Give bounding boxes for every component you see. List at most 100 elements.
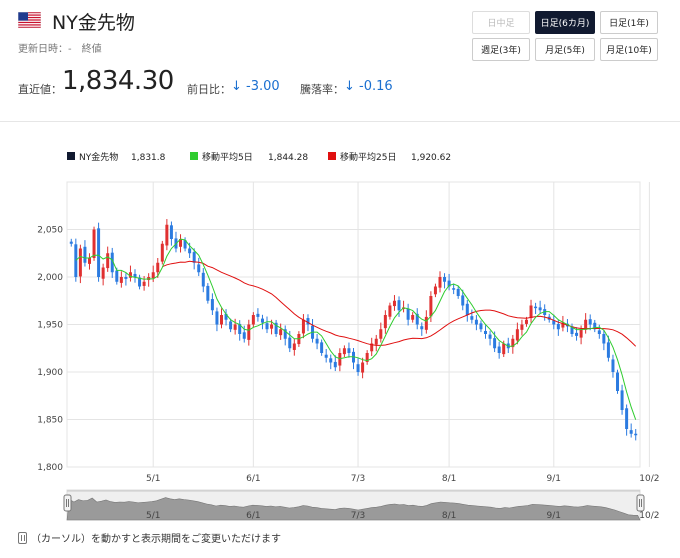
price-chart[interactable]: NY金先物 1,831.8 移動平均5日 1,844.28 移動平均25日 1,920.6…: [0, 122, 680, 526]
candle-body: [119, 277, 123, 283]
candle-body: [320, 342, 324, 353]
change-value: ↓ -3.00: [231, 79, 280, 94]
candle-body: [488, 334, 492, 339]
x-tick-label: 9/1: [547, 474, 561, 484]
candle-body: [470, 316, 474, 320]
navigator-label: 5/1: [146, 511, 160, 521]
candle-body: [110, 252, 114, 273]
candle-body: [206, 285, 210, 301]
candle-body: [370, 343, 374, 352]
candle-body: [283, 329, 287, 339]
ma25-line: [162, 260, 637, 347]
candle-body: [265, 323, 269, 330]
candle-body: [251, 315, 255, 325]
candle-body: [315, 338, 319, 344]
period-button-weekly-3y[interactable]: 週足(3年): [472, 38, 530, 61]
candle-body: [497, 346, 501, 353]
period-button-daily-6m[interactable]: 日足(6カ月): [535, 11, 595, 34]
candle-body: [215, 311, 219, 325]
candle-body: [201, 272, 205, 287]
candle-body: [552, 320, 556, 325]
candle-body: [270, 324, 274, 329]
candle-body: [279, 329, 283, 336]
candle-body: [493, 338, 497, 349]
candle-body: [219, 315, 223, 325]
candle-body: [629, 430, 633, 434]
navigator-right-handle[interactable]: [636, 494, 645, 512]
candle-body: [356, 364, 360, 372]
candle-body: [406, 308, 410, 320]
candle-body: [484, 330, 488, 334]
navigator-area: [66, 497, 641, 521]
candle-body: [333, 361, 337, 368]
candle-body: [579, 329, 583, 338]
candle-body: [461, 295, 465, 306]
legend-swatch: [328, 152, 336, 160]
candle-body: [210, 299, 214, 311]
navigator-label: 9/1: [547, 511, 561, 521]
candle-body: [151, 272, 155, 279]
candle-body: [538, 307, 542, 311]
candle-body: [138, 277, 142, 287]
legend-name: NY金先物: [79, 151, 118, 163]
candle-body: [620, 390, 624, 410]
candle-body: [411, 315, 415, 320]
candle-body: [479, 323, 483, 330]
candle-body: [306, 318, 310, 325]
x-tick-label: 10/2: [639, 474, 659, 484]
candle-body: [511, 338, 515, 348]
candle-body: [156, 262, 160, 273]
legend-swatch: [67, 152, 75, 160]
navigator-left-handle[interactable]: [63, 494, 72, 512]
candle-body: [324, 354, 328, 358]
candle-body: [588, 319, 592, 325]
price-label: 直近値：: [18, 83, 62, 96]
y-tick-label: 1,900: [37, 368, 63, 378]
period-button-monthly-10y[interactable]: 月足(10年): [600, 38, 658, 61]
period-button-daily-1y[interactable]: 日足(1年): [600, 11, 658, 34]
y-tick-label: 2,050: [37, 226, 63, 236]
chart-grid: [66, 181, 650, 468]
candle-body: [556, 323, 560, 330]
candle-body: [292, 343, 296, 350]
candle-body: [584, 319, 588, 330]
range-navigator[interactable]: 5/1 6/1 7/3 8/1 9/1 10/2: [63, 489, 659, 521]
candle-body: [597, 330, 601, 334]
candle-body: [388, 305, 392, 317]
candle-body: [229, 321, 233, 330]
period-button-intraday[interactable]: 日中足: [472, 11, 530, 34]
navigator-label: 6/1: [246, 511, 260, 521]
candle-body: [593, 322, 597, 330]
candle-body: [534, 306, 538, 309]
candle-body: [456, 288, 460, 296]
period-button-monthly-5y[interactable]: 月足(5年): [535, 38, 595, 61]
candle-body: [415, 313, 419, 325]
candle-body: [124, 277, 128, 279]
legend-swatch: [190, 152, 198, 160]
candle-body: [474, 319, 478, 325]
candle-body: [347, 348, 351, 353]
candlestick-series: [69, 219, 638, 441]
candle-body: [87, 258, 91, 264]
legend-name: 移動平均5日: [202, 151, 253, 163]
candle-body: [188, 248, 192, 254]
candle-body: [447, 280, 451, 287]
x-tick-label: 7/3: [351, 474, 365, 484]
candle-body: [420, 326, 424, 330]
candle-body: [515, 329, 519, 341]
chart-area: NY金先物 1,831.8 移動平均5日 1,844.28 移動平均25日 1,920.6…: [0, 121, 680, 525]
candle-body: [274, 322, 278, 334]
candle-body: [160, 243, 164, 262]
candle-body: [142, 281, 146, 286]
candle-body: [260, 318, 264, 323]
candle-body: [383, 315, 387, 329]
candle-body: [529, 305, 533, 319]
candle-body: [97, 228, 101, 277]
candle-body: [611, 359, 615, 372]
candle-body: [465, 303, 469, 315]
candle-body: [115, 270, 119, 282]
candle-body: [169, 225, 173, 239]
candle-body: [233, 324, 237, 330]
candle-body: [570, 326, 574, 334]
candle-body: [242, 332, 246, 339]
